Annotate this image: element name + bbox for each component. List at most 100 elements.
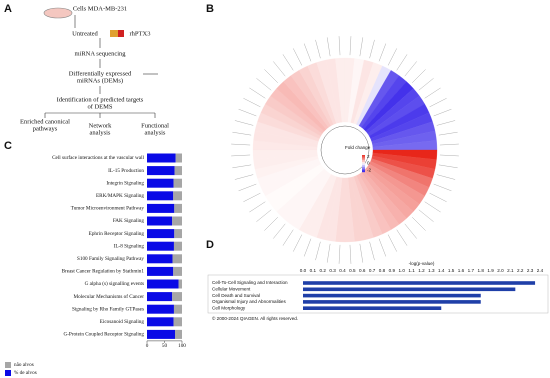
x-tick-label: 1.9 [487,268,494,273]
label-stub [438,131,458,136]
bar-segment [147,203,175,213]
label-stub [238,183,257,192]
label-stub [326,243,331,263]
y-tick-label: Cell Death and Survival [212,293,260,298]
colorbar-cell [362,166,365,169]
y-tick-label: IL-15 Production [108,168,144,174]
label-stub [231,143,251,146]
x-tick-label: 0.1 [310,268,317,273]
label-stub [424,87,441,99]
label-stub [369,39,375,59]
node: Cells MDA-MB-231 [73,5,127,12]
x-tick-label: 0.9 [389,268,396,273]
panel-label: B [206,3,214,15]
y-tick-label: S100 Family Signaling Pathway [77,256,144,262]
y-tick-label: Breast Cancer Regulation by Stathmin1 [62,269,145,275]
y-tick-label: Tumor Microenvironment Pathway [71,206,145,212]
x-tick-label: 1.3 [428,268,435,273]
x-tick-label: 2.1 [507,268,514,273]
node: pathways [33,125,58,132]
node: Enriched canonical [20,118,70,125]
label-stub [349,244,352,264]
label-stub [418,209,434,222]
bar-segment [147,191,174,201]
label-stub [338,244,341,264]
label-stub [249,87,266,99]
bar-segment [175,329,182,339]
colorbar-tick-label: 2 [367,154,370,159]
x-tick-label: 0.4 [339,268,346,273]
label-stub [231,154,251,157]
node: miRNAs (DEMs) [77,77,123,84]
bar [303,287,516,292]
bar-segment [173,304,182,314]
y-tick-label: IL-8 Signaling [114,243,145,249]
y-tick-label: G alpha (s) signalling events [85,280,144,287]
bar-segment [147,266,174,276]
panel-frame [207,274,549,314]
label-stub [238,108,257,117]
colorbar-cell [362,163,365,166]
tube-icon [110,30,120,37]
label-stub [264,69,278,83]
legend-label: % de alvos [14,370,37,376]
panel-label: A [4,3,12,15]
x-tick-label: 1.1 [408,268,415,273]
x-tick-label: 2.3 [527,268,534,273]
label-stub [396,54,408,71]
x-tick-label: 0.0 [300,268,307,273]
note: © 2000-2024 QIAGEN. All rights reserved. [212,315,298,321]
bar-segment [172,216,182,226]
label-stub [282,54,294,71]
x-tick-label: 0.6 [359,268,366,273]
colorbar-cell [362,160,365,162]
bar-segment [172,292,182,302]
bar-segment [147,279,179,289]
label-stub [418,78,434,91]
flowchart: Cells MDA-MB-231 Untreated rhPTX3 miRNA … [20,5,169,136]
label-stub [256,78,272,91]
label-stub [232,131,252,136]
label-stub [378,238,387,257]
label-stub [282,229,294,246]
label-stub [439,143,459,146]
label-stub [303,43,312,62]
x-tick-label: 0.3 [329,268,336,273]
label-stub [436,120,456,126]
colorbar-cell [362,165,365,168]
bar-segment [173,241,182,251]
label-stub [378,43,387,62]
node: Functional [141,122,169,129]
node: Identification of predicted targets [57,96,144,103]
bar-segment [147,166,175,176]
y-tick-label: Cell surface interactions at the vascula… [52,154,144,161]
x-tick-label: 1.5 [448,268,455,273]
label-stub [264,217,278,231]
bar-segment [147,317,174,327]
colorbar-cell [362,158,365,161]
label-stub [273,223,286,239]
colorbar-cell [362,156,365,159]
node: Network [89,122,112,129]
x-tick-label: 50 [162,343,168,349]
dish-icon [43,7,73,19]
label-stub [412,69,426,83]
colorbar-tick-label: -2 [367,168,372,173]
y-tick-label: Organismal Injury and Abnormalities [212,299,286,304]
bar-segment [173,178,182,188]
label-stub [232,164,252,169]
y-tick-label: Cell-To-Cell Signaling and Interaction [212,280,288,285]
bar-segment [147,153,176,163]
label-stub [338,36,341,56]
x-tick-label: 2.2 [517,268,524,273]
x-tick-label: 2.4 [537,268,544,273]
node: Untreated [72,30,98,37]
colorbar-cell [362,170,365,173]
label-stub [293,234,303,252]
bar-segment [174,166,182,176]
y-tick-label: Cell Morphology [212,305,246,310]
x-tick-label: 0.7 [369,268,376,273]
label-stub [439,154,459,157]
bar-segment [174,229,182,239]
